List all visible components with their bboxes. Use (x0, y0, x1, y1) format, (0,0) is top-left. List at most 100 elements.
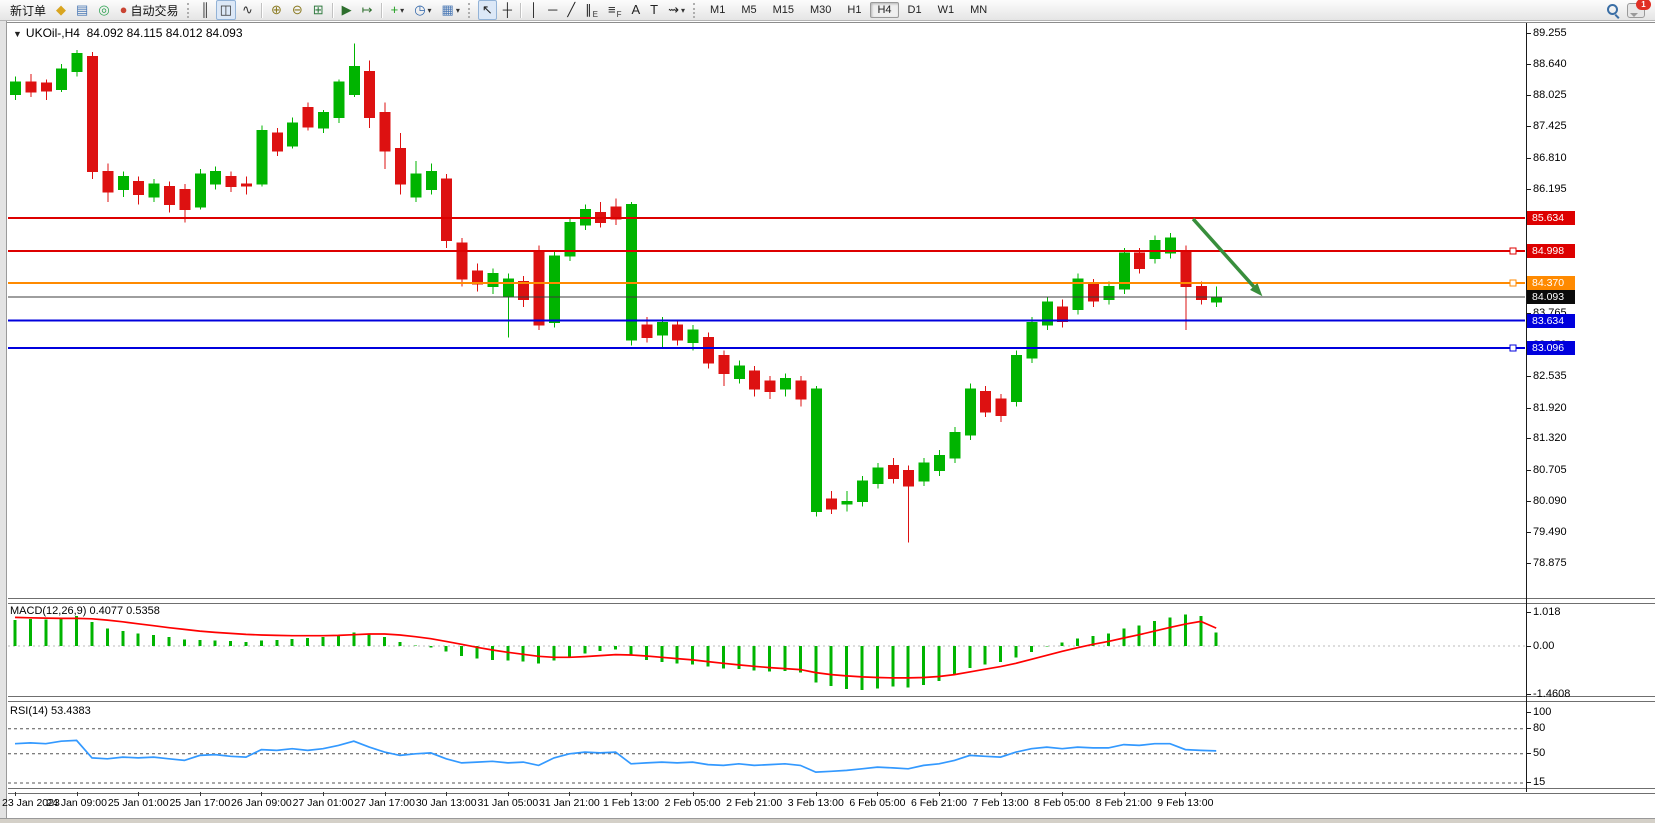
toolbar-separator (519, 2, 522, 18)
vertical-line-button[interactable]: │ (526, 0, 542, 20)
toolbar-grip[interactable] (467, 2, 473, 18)
auto-scroll-button[interactable]: ▶ (338, 0, 356, 20)
time-axis-label: 7 Feb 13:00 (972, 797, 1029, 809)
ticket-button[interactable]: ◆ (52, 0, 70, 20)
equidistant-channel-button[interactable]: ∥ E (585, 2, 598, 19)
price-axis-tick (1526, 407, 1531, 409)
search-icon[interactable] (1606, 3, 1621, 18)
tf-m5[interactable]: M5 (741, 4, 757, 16)
text-button[interactable]: A (627, 0, 644, 20)
signals-button[interactable]: ◎ (94, 0, 113, 20)
time-axis-label: 26 Jan 09:00 (231, 797, 292, 809)
arrow-annotation[interactable] (1191, 217, 1263, 297)
time-axis-label: 2 Feb 21:00 (726, 797, 783, 809)
new-chart-icon: + (390, 2, 399, 17)
macd-axis-label: 1.018 (1533, 605, 1561, 618)
rsi-axis-tick (1526, 711, 1531, 713)
time-axis-label: 24 Jan 09:00 (46, 797, 107, 809)
tile-windows-button[interactable]: ⊞ (309, 0, 328, 20)
ticket-icon: ◆ (56, 2, 67, 17)
new-order-button[interactable]: 新订单 (10, 3, 47, 18)
time-axis-label: 31 Jan 05:00 (477, 797, 539, 809)
cursor-button[interactable]: ↖ (477, 0, 497, 20)
candlestick-chart-button[interactable]: ◫ (215, 0, 237, 20)
window-left-edge[interactable] (0, 21, 7, 823)
tf-m1[interactable]: M1 (710, 4, 726, 16)
new-chart-button[interactable]: + ▾ (387, 0, 409, 20)
time-axis-tick (446, 792, 448, 796)
text-label-button[interactable]: T (646, 0, 662, 20)
fibonacci-icon: ≡ (608, 2, 616, 17)
price-axis-label: 80.705 (1533, 463, 1567, 476)
bar-chart-button[interactable]: ║ (197, 0, 214, 20)
collapse-icon[interactable]: ▼ (13, 29, 22, 39)
price-axis-label: 86.195 (1533, 183, 1567, 196)
time-axis-label: 27 Jan 17:00 (354, 797, 415, 809)
tf-h1[interactable]: H1 (847, 4, 862, 16)
rsi-axis-tick (1526, 782, 1531, 784)
templates-button[interactable]: ▦ ▾ (438, 0, 464, 20)
trendline-button[interactable]: ╱ (563, 0, 579, 20)
window-bottom-edge (0, 818, 1655, 823)
rsi-axis-label: 15 (1533, 776, 1546, 789)
price-axis-tick (1526, 32, 1531, 34)
tf-m30[interactable]: M30 (810, 4, 832, 16)
tf-h4[interactable]: H4 (870, 2, 899, 18)
panel-separator[interactable] (8, 696, 1655, 702)
toolbar-separator (260, 2, 263, 18)
price-axis-tick (1526, 157, 1531, 159)
chart-shift-button[interactable]: ↦ (358, 0, 377, 20)
price-tag: 84.998 (1527, 243, 1575, 258)
terminal-button[interactable]: ▤ (72, 0, 92, 20)
tf-d1[interactable]: D1 (907, 4, 922, 16)
price-axis-label: 87.425 (1533, 120, 1567, 133)
zoom-in-button[interactable]: ⊕ (267, 0, 286, 20)
chevron-down-icon[interactable]: ▾ (400, 5, 405, 15)
panel-separator[interactable] (8, 788, 1655, 794)
candlestick-chart-icon: ◫ (219, 2, 233, 17)
fibonacci-button[interactable]: ≡ F (608, 2, 622, 19)
horizontal-line-button[interactable]: ─ (544, 0, 561, 20)
time-axis-tick (815, 792, 817, 796)
chevron-down-icon[interactable]: ▾ (455, 5, 460, 15)
toolbar-grip[interactable] (186, 2, 192, 18)
time-axis-tick (1062, 792, 1064, 796)
main-price-chart[interactable] (8, 24, 1525, 598)
chevron-down-icon[interactable]: ▾ (427, 5, 432, 15)
rsi-label: RSI(14) 53.4383 (10, 705, 91, 717)
horizontal-line-objects[interactable] (8, 217, 1525, 352)
macd-axis-tick (1526, 645, 1531, 647)
arrows-button[interactable]: ⇝ ▾ (664, 0, 689, 20)
crosshair-icon: ┼ (502, 2, 512, 17)
macd-signal-line (14, 616, 1217, 679)
chat-icon[interactable]: 1 (1627, 0, 1651, 18)
price-axis-tick (1526, 63, 1531, 65)
price-tag: 85.634 (1527, 211, 1575, 226)
panel-separator[interactable] (8, 598, 1655, 604)
line-chart-button[interactable]: ∿ (238, 0, 257, 20)
periods-button[interactable]: ◷ ▾ (410, 0, 435, 20)
price-axis-label: 79.490 (1533, 526, 1567, 539)
time-axis-tick (261, 792, 263, 796)
autotrading-button[interactable]: ● 自动交易 (119, 2, 179, 18)
tf-mn[interactable]: MN (970, 4, 988, 16)
autotrading-icon: ● (119, 2, 128, 17)
price-axis-label: 81.320 (1533, 432, 1567, 445)
rsi-indicator-panel[interactable] (8, 702, 1525, 788)
time-axis-tick (15, 792, 16, 796)
zoom-out-button[interactable]: ⊖ (288, 0, 307, 20)
crosshair-button[interactable]: ┼ (499, 0, 516, 20)
chart-ohlc-values: 84.092 84.115 84.012 84.093 (86, 26, 243, 40)
equidistant-channel-icon: ∥ (585, 2, 592, 17)
toolbar-grip[interactable] (693, 2, 698, 18)
macd-indicator-panel[interactable] (8, 603, 1525, 696)
tf-w1[interactable]: W1 (937, 4, 955, 16)
chart-symbol-period: UKOil-,H4 (25, 26, 80, 40)
tf-m15[interactable]: M15 (772, 4, 794, 16)
time-axis-tick (384, 792, 386, 796)
price-axis-border (1526, 23, 1527, 792)
price-tag: 83.096 (1527, 341, 1575, 356)
chevron-down-icon[interactable]: ▾ (681, 5, 686, 15)
toolbar-separator (380, 2, 383, 18)
time-axis-tick (507, 792, 509, 796)
